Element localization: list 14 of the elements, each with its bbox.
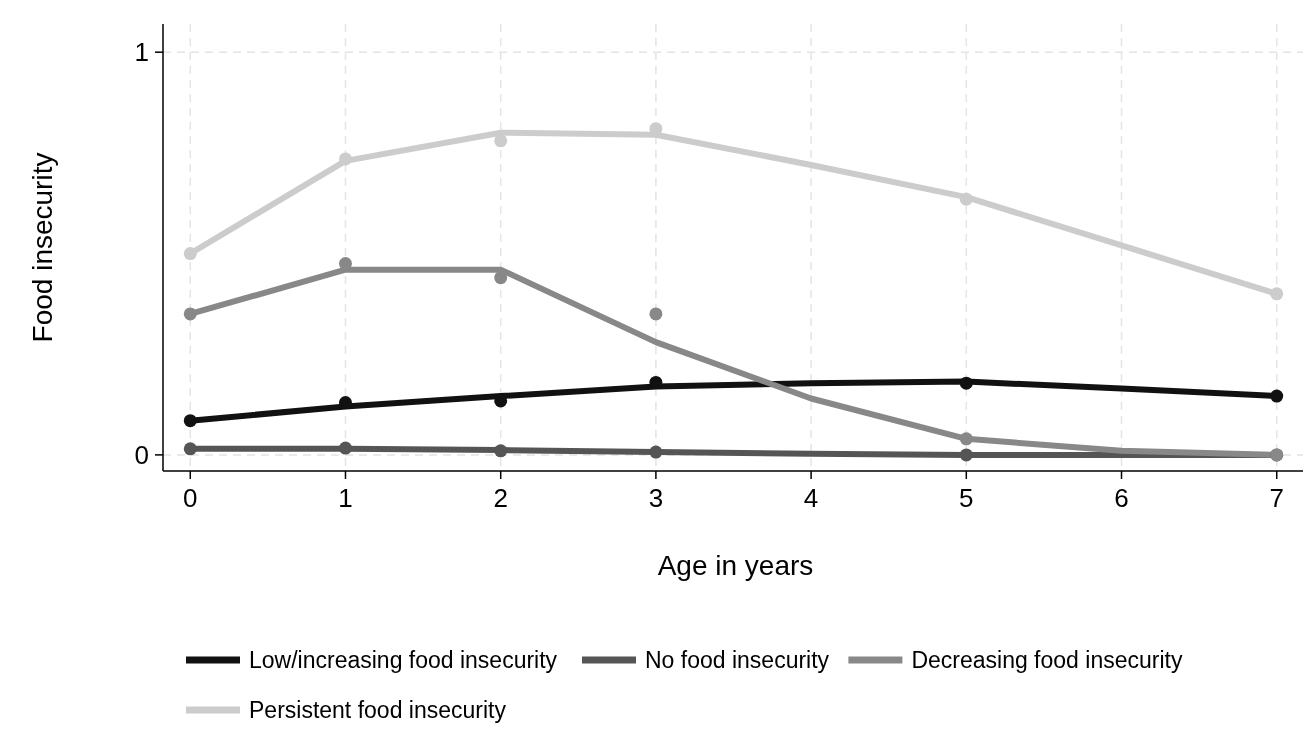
legend-label: Low/increasing food insecurity xyxy=(249,647,558,674)
x-tick-label: 0 xyxy=(183,483,198,513)
x-tick-label: 2 xyxy=(493,483,508,513)
x-tick-label: 7 xyxy=(1269,483,1284,513)
y-axis-title: Food insecurity xyxy=(27,152,58,343)
x-axis-title: Age in years xyxy=(657,550,814,581)
x-tick-label: 4 xyxy=(803,483,819,513)
legend-label: No food insecurity xyxy=(645,647,830,674)
x-tick-label: 6 xyxy=(1114,483,1129,513)
legend-label: Persistent food insecurity xyxy=(249,697,507,724)
x-tick-label: 3 xyxy=(648,483,664,513)
x-tick-label: 5 xyxy=(959,483,974,513)
x-tick-label: 1 xyxy=(338,483,353,513)
legend-label: Decreasing food insecurity xyxy=(911,647,1183,674)
